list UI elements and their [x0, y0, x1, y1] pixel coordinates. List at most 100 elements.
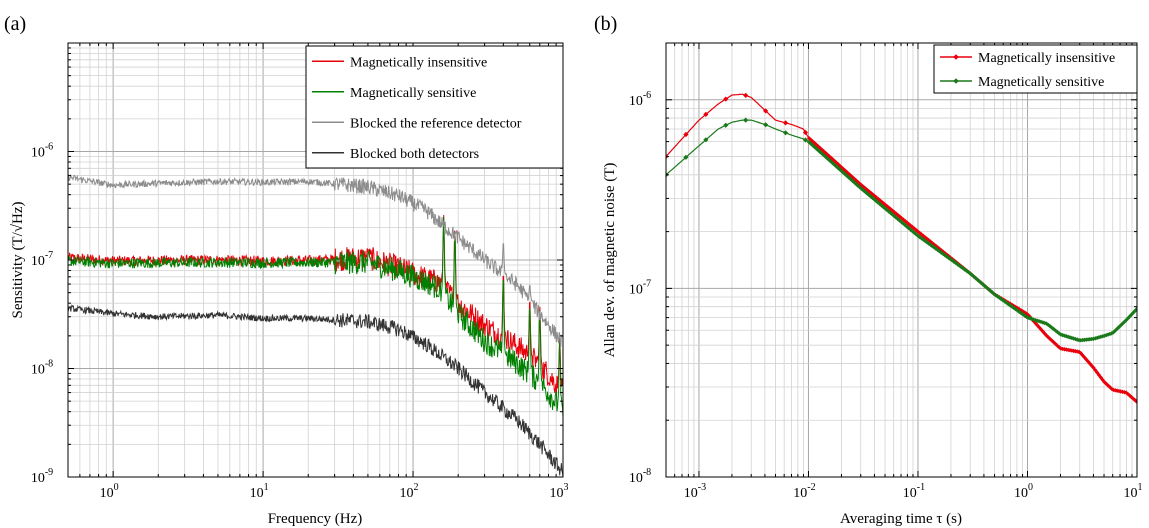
- series-marker-0: [1107, 384, 1113, 390]
- legend-entry-3: Blocked both detectors: [350, 147, 479, 162]
- series-marker-1: [846, 175, 852, 180]
- series-marker-1: [843, 172, 848, 177]
- series-marker-0: [782, 120, 789, 126]
- y-tick-label-exponent: -8: [643, 467, 651, 478]
- series-marker-1: [953, 260, 959, 266]
- series-line-0: [68, 214, 563, 395]
- y-tick-label-base: 10: [629, 471, 643, 486]
- series-marker-1: [989, 290, 995, 295]
- series-marker-1: [828, 159, 834, 164]
- series-marker-1: [1109, 331, 1114, 336]
- chart-panel-1: 10-3 10-2 10-1 100 10110-810-710-6Averaging …: [594, 13, 1143, 527]
- series-marker-0: [935, 245, 940, 250]
- series-marker-1: [1053, 328, 1058, 333]
- series-marker-1: [1038, 319, 1044, 325]
- legend-marker-0: [953, 54, 959, 60]
- series-marker-1: [931, 245, 937, 250]
- series-marker-0: [1123, 390, 1129, 395]
- series-marker-1: [1111, 330, 1116, 335]
- series-marker-0: [910, 224, 915, 230]
- x-tick-label-exponent: 0: [114, 482, 119, 493]
- series-marker-1: [1020, 312, 1026, 317]
- series-marker-1: [997, 295, 1002, 300]
- series-marker-0: [1038, 327, 1044, 332]
- series-marker-1: [863, 189, 868, 195]
- series-marker-1: [806, 139, 812, 145]
- series-marker-0: [902, 218, 908, 224]
- series-marker-0: [877, 198, 882, 203]
- y-tick-label-exponent: -7: [45, 250, 53, 261]
- series-marker-1: [893, 215, 899, 220]
- y-axis-label: Allan dev. of magnetic noise (T): [602, 163, 618, 358]
- series-marker-1: [857, 185, 863, 190]
- series-marker-1: [852, 180, 857, 185]
- series-marker-0: [908, 223, 913, 228]
- x-tick-label: 10-1: [903, 482, 925, 501]
- series-marker-1: [890, 212, 895, 217]
- series-marker-0: [830, 157, 835, 162]
- y-tick-label-exponent: -7: [643, 278, 651, 289]
- series-marker-0: [863, 186, 868, 191]
- series-marker-1: [861, 188, 866, 193]
- legend-box: [933, 44, 1138, 94]
- y-tick-label-base: 10: [629, 94, 643, 109]
- series-marker-1: [1094, 335, 1100, 341]
- series-marker-1: [1022, 313, 1027, 318]
- series-marker-1: [1024, 314, 1029, 320]
- y-tick-label: 10-7: [629, 278, 651, 297]
- x-tick-label: 101: [1124, 482, 1143, 501]
- series-marker-1: [1096, 335, 1102, 340]
- series-marker-1: [960, 266, 966, 271]
- x-tick-label: 103: [550, 482, 569, 501]
- series-marker-0: [864, 187, 870, 193]
- series-marker-1: [1036, 319, 1042, 324]
- series-marker-0: [852, 176, 857, 182]
- series-marker-1: [993, 292, 998, 298]
- series-marker-1: [864, 191, 870, 196]
- series-marker-1: [848, 177, 853, 182]
- legend-entry-2: Blocked the reference detector: [350, 116, 522, 131]
- series-marker-0: [1049, 338, 1055, 343]
- series-marker-1: [877, 201, 882, 207]
- series-marker-1: [937, 249, 942, 254]
- series-group: [68, 173, 563, 477]
- series-marker-0: [904, 220, 910, 225]
- series-marker-0: [1036, 325, 1042, 330]
- series-marker-1: [1011, 305, 1017, 311]
- legend: Magnetically insensitive Magnetically sen…: [933, 44, 1138, 94]
- series-marker-0: [1096, 372, 1102, 378]
- series-marker-1: [821, 152, 826, 158]
- series-marker-1: [782, 130, 789, 136]
- series-marker-1: [723, 122, 729, 128]
- series-marker-1: [683, 154, 689, 160]
- series-marker-0: [817, 145, 823, 151]
- y-tick-label-base: 10: [31, 471, 45, 486]
- series-marker-0: [1125, 391, 1131, 397]
- series-marker-1: [924, 240, 930, 245]
- series-marker-0: [1109, 386, 1114, 391]
- series-marker-0: [1053, 341, 1058, 347]
- legend: Magnetically insensitive Magnetically sen…: [305, 45, 564, 169]
- series-marker-0: [1033, 321, 1038, 326]
- series-marker-1: [908, 227, 913, 232]
- y-tick-label: 10-8: [629, 467, 651, 486]
- series-marker-1: [1033, 317, 1038, 323]
- x-tick-label-exponent: -1: [917, 482, 925, 493]
- series-marker-1: [835, 165, 841, 171]
- legend-entry-1: Magnetically sensitive: [978, 75, 1104, 90]
- y-tick-label-base: 10: [629, 282, 643, 297]
- y-tick-label-exponent: -8: [45, 359, 53, 370]
- series-line-3: [68, 304, 563, 477]
- series-marker-1: [902, 222, 908, 228]
- series-marker-1: [922, 238, 928, 244]
- series-marker-0: [683, 131, 689, 138]
- series-marker-1: [703, 137, 709, 143]
- y-tick-label: 10-9: [31, 467, 53, 486]
- series-marker-1: [1125, 316, 1131, 321]
- series-marker-1: [1035, 318, 1040, 323]
- series-marker-0: [837, 163, 843, 169]
- series-marker-1: [939, 250, 944, 255]
- series-marker-1: [817, 149, 823, 155]
- y-tick-label: 10-7: [31, 250, 53, 269]
- legend-entry-1: Magnetically sensitive: [350, 86, 476, 101]
